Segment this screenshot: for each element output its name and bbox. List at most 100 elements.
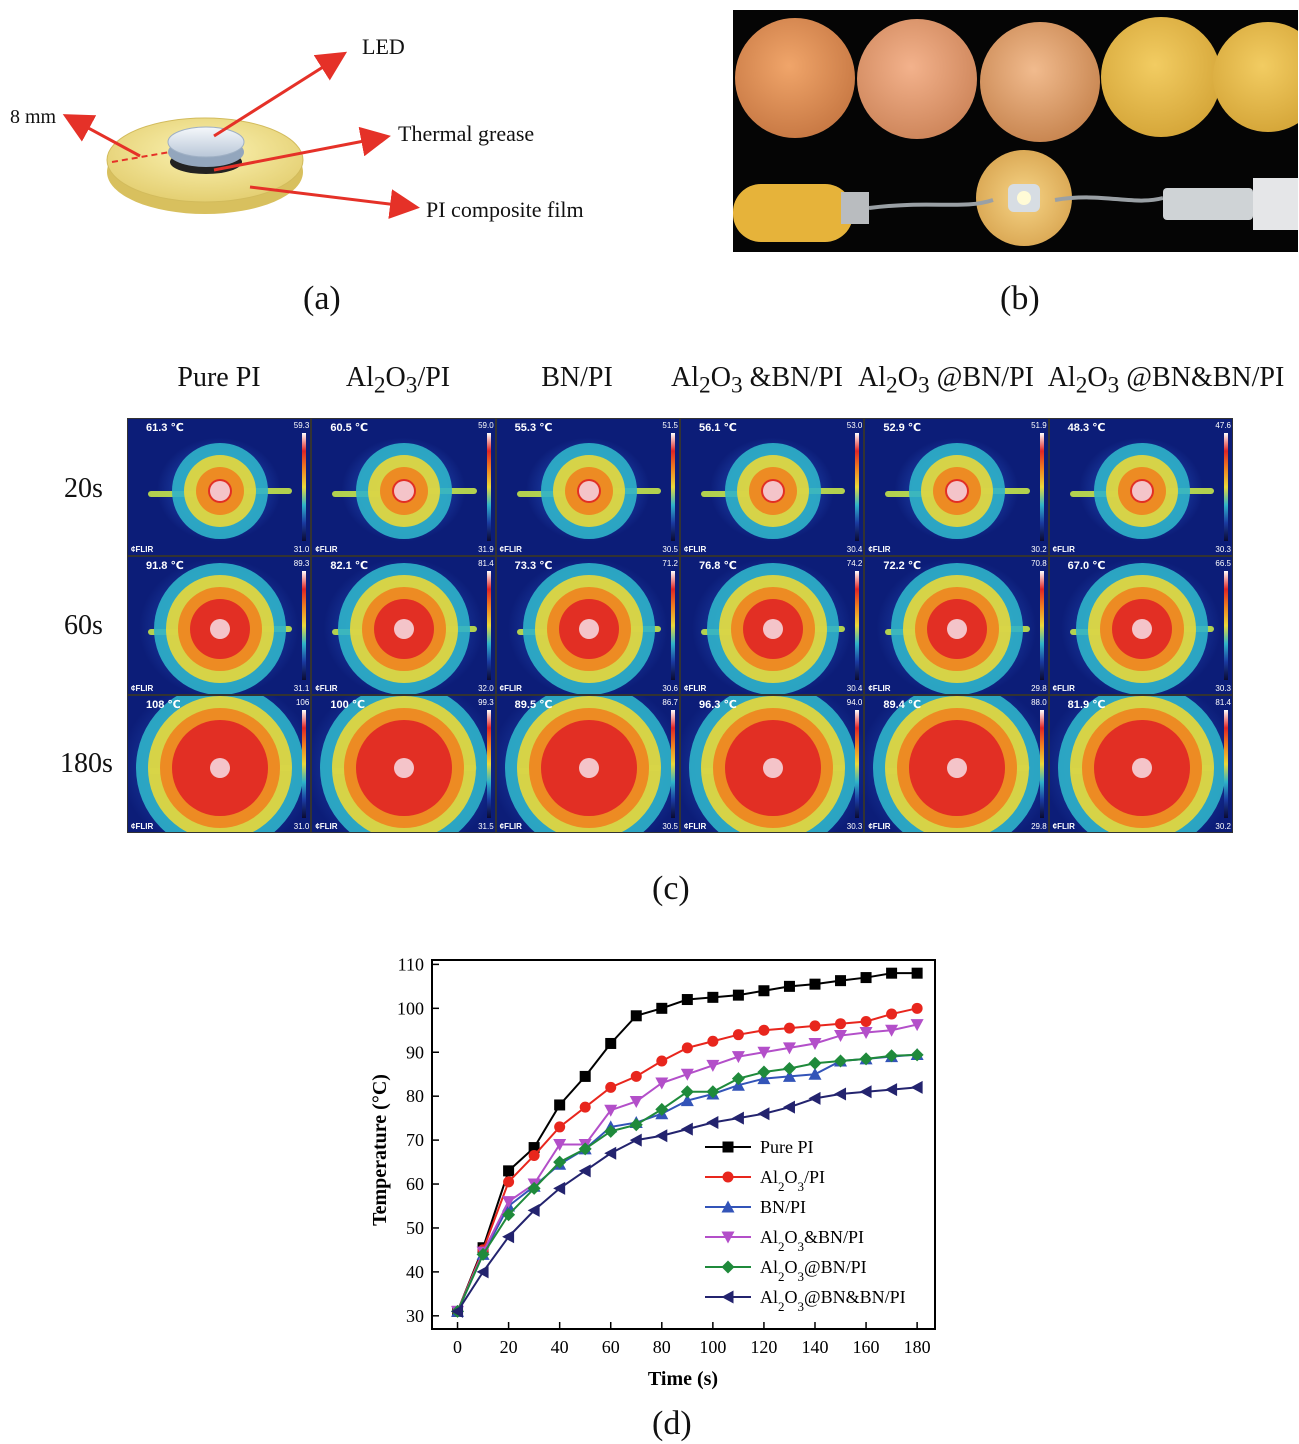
label-pi-film: PI composite film (426, 197, 584, 222)
max-temp-readout: 91.8 ℃ (146, 560, 184, 573)
thermal-image-r0-c1: 60.5 ℃ 59.0 31.9 ¢FLIR (311, 418, 496, 557)
data-point (451, 1304, 464, 1318)
data-point (528, 1149, 540, 1161)
max-temp-readout: 48.3 ℃ (1067, 422, 1106, 434)
x-tick-label: 180 (904, 1337, 931, 1357)
data-point (910, 1048, 924, 1062)
color-scale-bar (670, 709, 675, 818)
max-temp-readout: 56.1 ℃ (699, 422, 737, 434)
data-point (605, 1037, 617, 1049)
scale-min-value: 30.3 (846, 821, 863, 831)
panel-d-label: (d) (652, 1405, 692, 1442)
temperature-chart: 0 20 40 60 80 100 120 140 160 180 30 40 50 60 70 80 90 10… (369, 954, 936, 1390)
scale-max-value: 51.5 (662, 421, 678, 430)
y-axis-label: Temperature (°C) (369, 1074, 391, 1226)
data-point (757, 1046, 771, 1059)
data-point (732, 989, 744, 1001)
scale-max-value: 94.0 (846, 697, 863, 707)
scale-min-value: 30.5 (662, 821, 678, 831)
chart-series (451, 967, 924, 1318)
data-point (553, 1181, 566, 1195)
data-point (809, 978, 821, 990)
thermal-image-r1-c2: 73.3 ℃ 71.2 30.6 ¢FLIR (495, 556, 680, 695)
color-scale-bar (1039, 709, 1044, 818)
flir-logo: ¢FLIR (868, 821, 891, 831)
y-tick-label: 60 (406, 1174, 424, 1194)
thermal-image-r0-c0: 61.3 ℃ 59.3 31.0 ¢FLIR (127, 418, 312, 557)
max-temp-readout: 72.2 ℃ (883, 560, 922, 573)
data-point (859, 1052, 873, 1066)
scale-max-value: 70.8 (1031, 559, 1047, 569)
y-tick-label: 50 (406, 1218, 424, 1238)
x-tick-label: 40 (551, 1337, 569, 1357)
max-temp-readout: 108 ℃ (146, 698, 181, 711)
color-scale-bar (1039, 571, 1044, 680)
data-point (782, 1069, 796, 1082)
data-point (476, 1247, 490, 1261)
max-temp-readout: 100 ℃ (330, 698, 366, 711)
color-scale-bar (855, 709, 860, 818)
label-thermal-grease: Thermal grease (398, 121, 535, 146)
panel-c-label: (c) (652, 870, 690, 907)
max-temp-readout: 82.1 ℃ (330, 560, 369, 573)
led-schematic (62, 51, 420, 219)
clip-right-sleeve (1253, 178, 1298, 230)
legend-marker (721, 1231, 735, 1244)
thermal-image-r2-c3: 96.3 ℃ 94.0 30.3 ¢FLIR (680, 694, 865, 833)
led-light (1017, 191, 1031, 205)
legend-item-1: Al2O3/PI (705, 1167, 825, 1194)
color-scale-bar (486, 709, 491, 818)
flir-logo: ¢FLIR (131, 821, 154, 831)
x-tick-label: 0 (453, 1337, 462, 1357)
color-scale-bar (1223, 709, 1228, 818)
flir-logo: ¢FLIR (499, 821, 522, 831)
clip-right (1163, 188, 1253, 220)
data-point (834, 1054, 848, 1068)
max-temp-readout: 96.3 ℃ (699, 698, 737, 711)
scale-max-value: 89.3 (293, 559, 310, 569)
max-temp-readout: 52.9 ℃ (883, 422, 922, 434)
x-tick-label: 120 (750, 1337, 777, 1357)
legend-label: Pure PI (760, 1137, 814, 1157)
data-point (680, 1085, 694, 1099)
max-temp-readout: 81.9 ℃ (1067, 698, 1106, 711)
thermal-image-r2-c0: 108 ℃ 106 31.0 ¢FLIR (127, 694, 312, 833)
data-point (885, 1049, 899, 1063)
data-point (604, 1124, 618, 1138)
flir-logo: ¢FLIR (684, 545, 707, 555)
y-tick-label: 70 (406, 1130, 424, 1150)
data-point (680, 1122, 693, 1136)
data-point (732, 1029, 744, 1041)
color-scale-bar (486, 571, 491, 680)
data-point (681, 1042, 693, 1054)
scale-max-value: 106 (295, 697, 310, 707)
data-point (502, 1230, 515, 1244)
panel-a: LED 8 mm Thermal grease PI composite fil… (0, 0, 640, 260)
flir-logo: ¢FLIR (868, 683, 891, 693)
data-point (808, 1067, 822, 1080)
flir-logo: ¢FLIR (1052, 821, 1075, 831)
series-4 (451, 1048, 924, 1318)
label-8mm: 8 mm (10, 106, 57, 128)
data-point (860, 1016, 872, 1027)
scale-max-value: 71.2 (662, 559, 678, 569)
thermal-image-r2-c4: 89.4 ℃ 88.0 29.8 ¢FLIR (864, 694, 1049, 833)
color-scale-bar (302, 571, 307, 680)
arrow-grease (213, 126, 391, 172)
scale-max-value: 86.7 (662, 697, 678, 707)
series-1 (452, 1002, 923, 1317)
color-scale-bar (486, 433, 491, 542)
data-point (681, 994, 693, 1006)
flir-logo: ¢FLIR (684, 683, 707, 693)
legend-marker (721, 1290, 734, 1304)
legend-marker (722, 1171, 734, 1183)
data-point (910, 1019, 924, 1032)
legend-marker (721, 1200, 735, 1213)
data-point (707, 1035, 719, 1047)
flir-logo: ¢FLIR (499, 683, 522, 693)
data-point (758, 985, 770, 997)
flir-logo: ¢FLIR (868, 545, 891, 555)
thermal-image-r1-c5: 67.0 ℃ 66.5 30.3 ¢FLIR (1048, 556, 1233, 695)
thermal-image-r0-c5: 48.3 ℃ 47.6 30.3 ¢FLIR (1048, 418, 1233, 557)
data-point (528, 1142, 540, 1154)
